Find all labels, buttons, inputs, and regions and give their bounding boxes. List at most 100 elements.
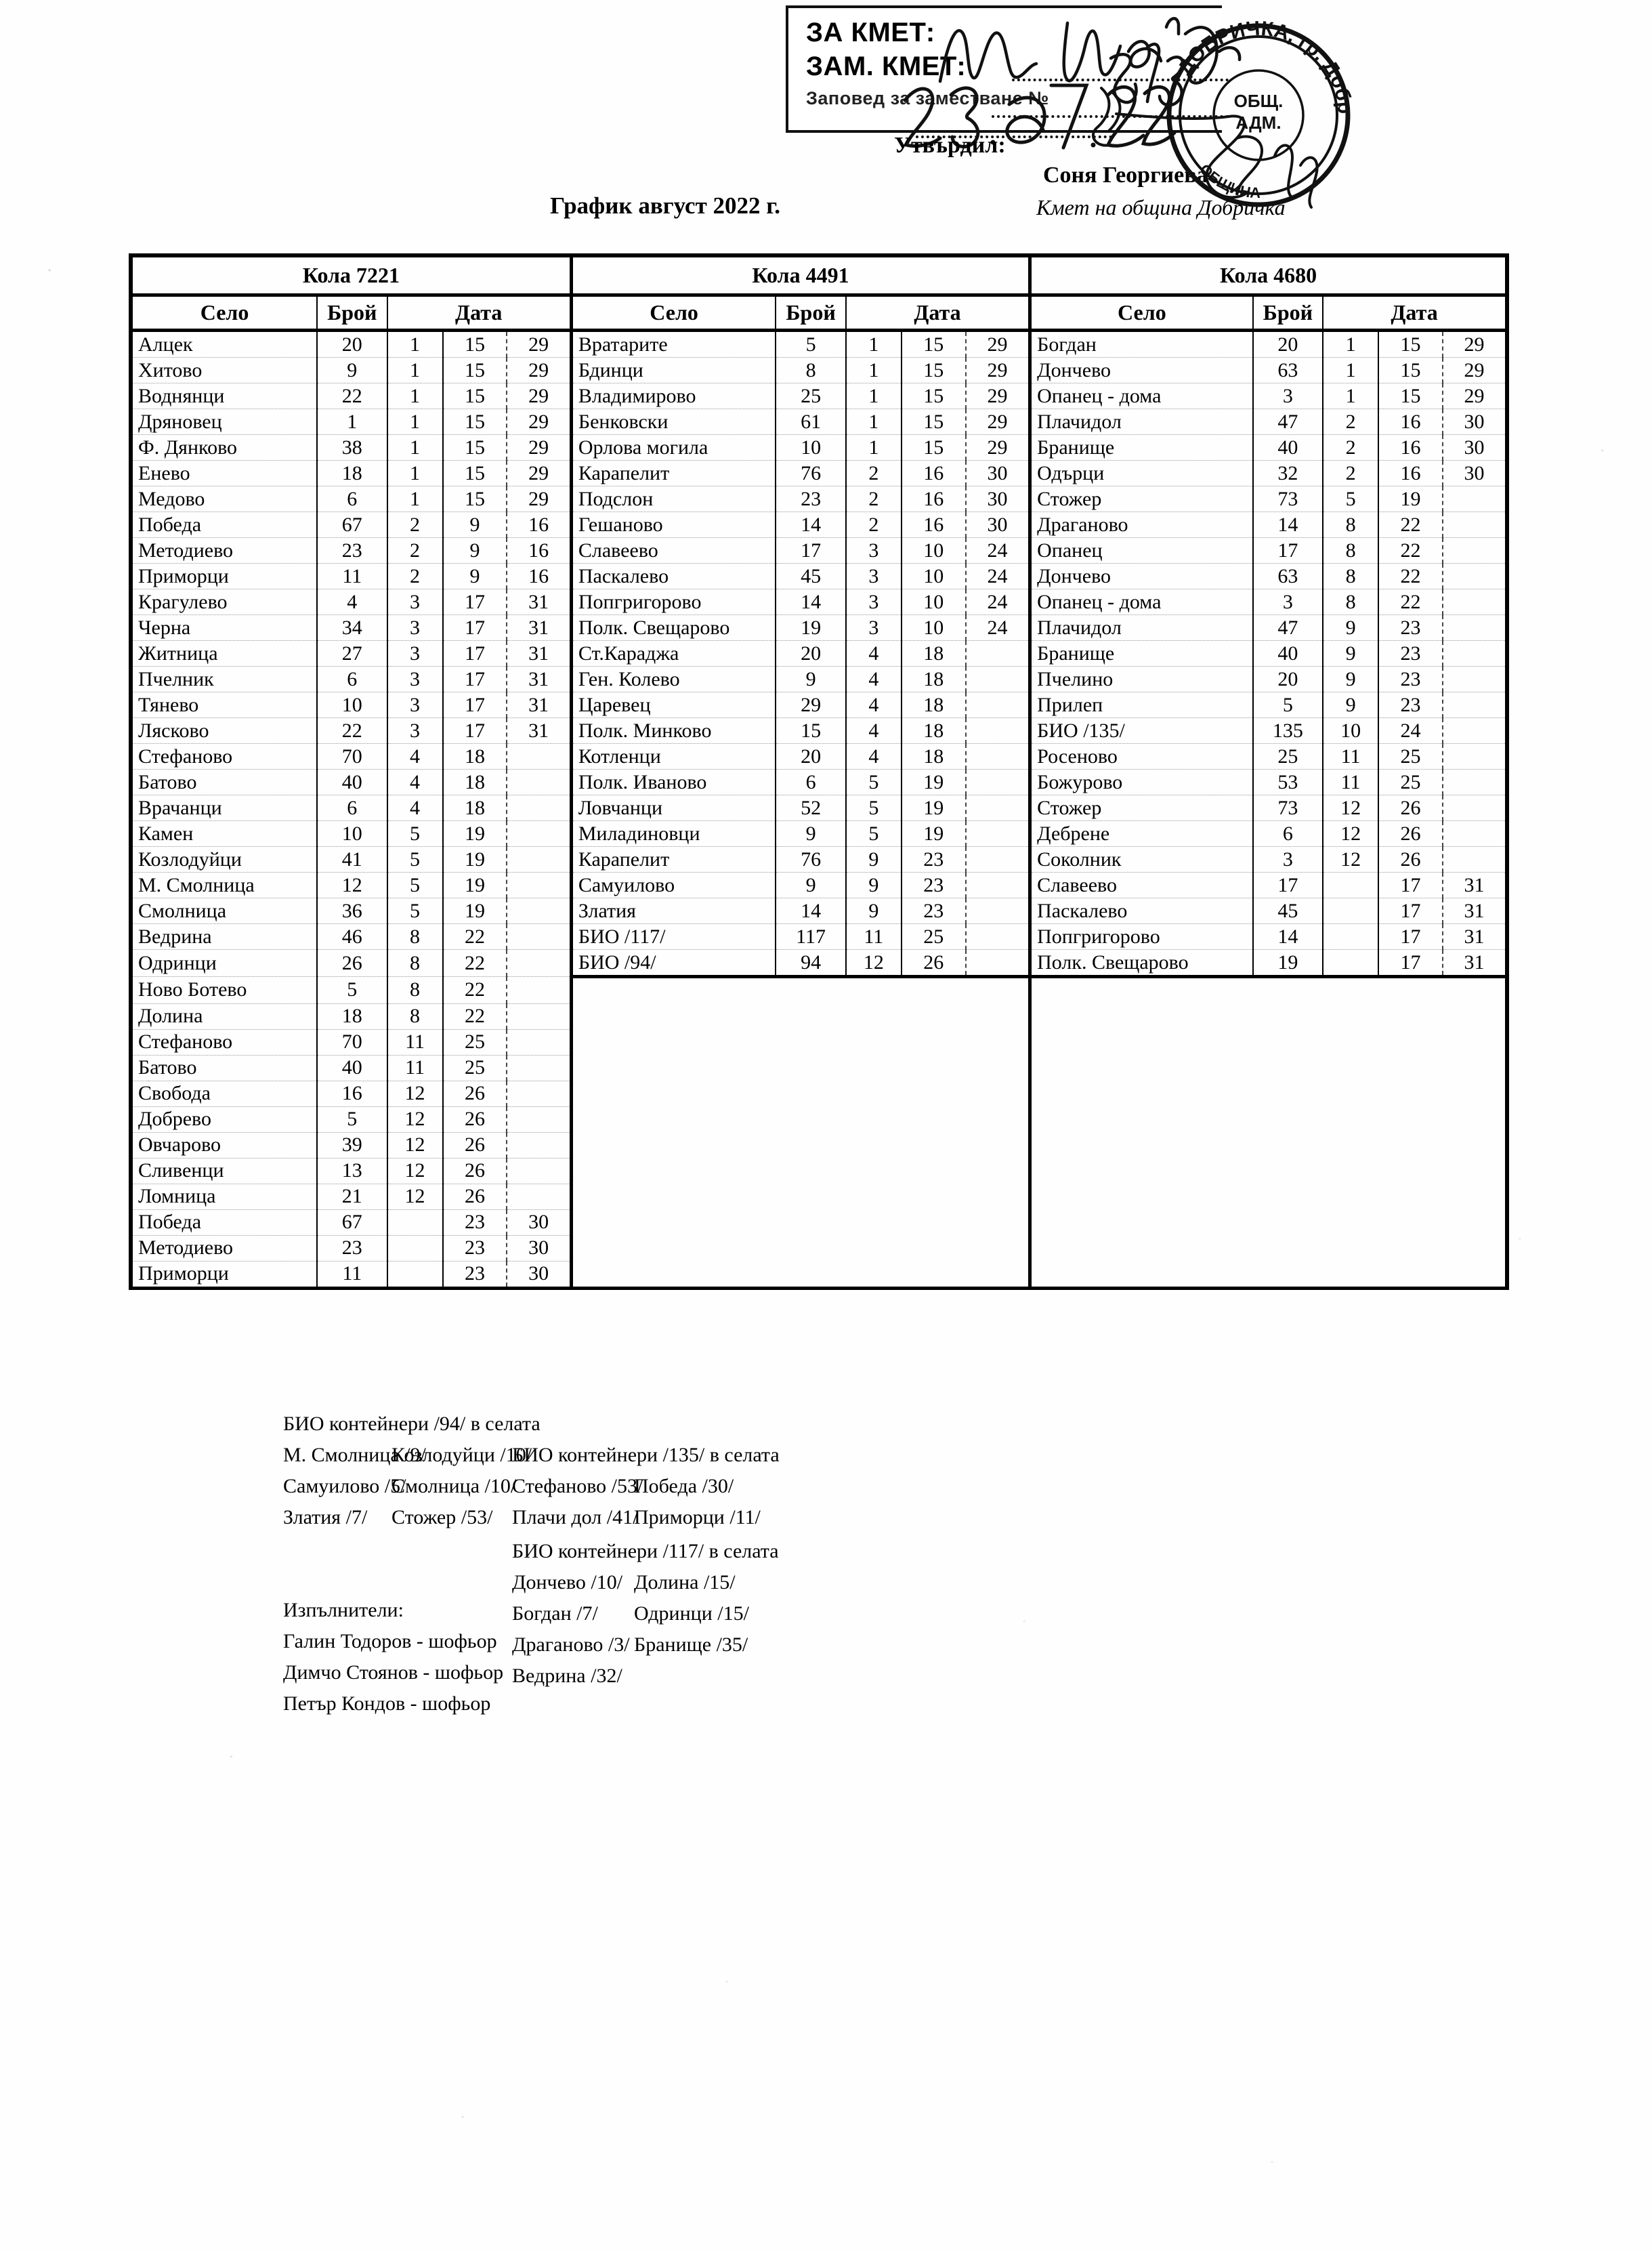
cell-date-3: 24 xyxy=(965,563,1030,589)
table-row: Свобода 16 12 26 xyxy=(128,1081,1509,1107)
cell-empty xyxy=(1253,1106,1323,1132)
cell-empty xyxy=(569,1209,776,1235)
cell-empty xyxy=(1378,1132,1443,1158)
cell-date-3: 31 xyxy=(506,666,572,692)
cell-date-3: 29 xyxy=(1442,383,1509,409)
cell-empty xyxy=(965,1261,1030,1290)
table-row: Приморци 11 23 30 xyxy=(128,1261,1509,1290)
cell-empty xyxy=(1443,1029,1509,1055)
table-row: Победа 67 23 30 xyxy=(128,1209,1509,1236)
table-row: Козлодуйци 41 5 19 Карапелит 76 9 23 Соколник 3 12… xyxy=(128,846,1509,873)
cell-broy: 3 xyxy=(1252,383,1323,409)
cell-selo: Дебрене xyxy=(1028,820,1253,847)
cell-selo: Славеево xyxy=(569,537,776,564)
cell-broy: 46 xyxy=(316,923,387,950)
col-header-selo-3: Село xyxy=(1028,295,1253,332)
cell-selo: Методиево xyxy=(128,537,318,564)
cell-broy: 6 xyxy=(316,486,387,512)
table-row: Батово 40 11 25 xyxy=(128,1055,1509,1081)
cell-date-2: 26 xyxy=(442,1106,507,1133)
cell-date-3 xyxy=(506,949,572,977)
cell-date-3: 29 xyxy=(965,383,1030,409)
cell-date-3 xyxy=(965,898,1030,924)
cell-selo: Алцек xyxy=(128,330,318,358)
za-kmet-label: ЗА КМЕТ: xyxy=(806,18,935,47)
cell-date-2: 18 xyxy=(442,795,507,821)
cell-date-3: 30 xyxy=(506,1261,572,1290)
cell-date-3 xyxy=(965,666,1030,692)
cell-broy: 9 xyxy=(316,357,387,383)
cell-date-1: 12 xyxy=(845,949,902,978)
cell-date-1: 2 xyxy=(1322,460,1379,486)
cell-date-2: 22 xyxy=(1378,563,1443,589)
cell-broy: 61 xyxy=(775,409,846,435)
cell-empty xyxy=(1323,1235,1378,1261)
cell-date-2: 23 xyxy=(900,846,966,873)
bio117-item-2: Богдан /7/ xyxy=(512,1602,598,1625)
cell-date-2: 22 xyxy=(1378,537,1443,564)
cell-broy: 17 xyxy=(1252,872,1323,898)
cell-date-1: 4 xyxy=(845,692,902,718)
cell-broy: 63 xyxy=(1252,563,1323,589)
cell-broy: 9 xyxy=(775,820,846,847)
cell-date-3 xyxy=(506,743,572,770)
executor-0: Галин Тодоров - шофьор xyxy=(283,1630,497,1652)
cell-empty xyxy=(902,1003,966,1029)
cell-date-2: 16 xyxy=(1378,460,1443,486)
cell-selo: Стожер xyxy=(1028,486,1253,512)
cell-empty xyxy=(569,1235,776,1261)
cell-empty xyxy=(1028,1132,1253,1158)
cell-selo: Батово xyxy=(128,1055,318,1081)
cell-empty xyxy=(1378,1029,1443,1055)
cell-date-1: 1 xyxy=(386,409,443,435)
cell-broy: 70 xyxy=(316,743,387,770)
cell-empty xyxy=(1253,1029,1323,1055)
column-header-row: Село Брой Дата Село Брой Дата Село Брой … xyxy=(128,295,1509,332)
cell-date-3: 30 xyxy=(965,512,1030,538)
cell-date-2: 23 xyxy=(1378,692,1443,718)
cell-empty xyxy=(1028,1158,1253,1184)
cell-date-3 xyxy=(965,923,1030,950)
cell-date-3: 29 xyxy=(506,409,572,435)
cell-selo: Богдан xyxy=(1028,330,1253,358)
cell-selo: Царевец xyxy=(569,692,776,718)
cell-date-1: 1 xyxy=(1322,357,1379,383)
cell-empty xyxy=(902,1235,966,1261)
cell-date-2: 19 xyxy=(900,769,966,795)
cell-date-1: 2 xyxy=(386,563,443,589)
cell-broy: 11 xyxy=(316,1261,387,1290)
cell-date-3 xyxy=(506,898,572,924)
cell-date-2: 10 xyxy=(900,614,966,641)
cell-date-3: 31 xyxy=(506,692,572,718)
cell-broy: 6 xyxy=(1252,820,1323,847)
order-number-label: Заповед за заместване № xyxy=(806,88,1049,108)
cell-date-2: 22 xyxy=(442,1003,507,1030)
cell-broy: 20 xyxy=(1252,330,1323,358)
cell-date-3 xyxy=(506,976,572,1004)
cell-broy: 70 xyxy=(316,1029,387,1056)
cell-selo: Самуилово xyxy=(569,872,776,898)
car-title-4680: Кола 4680 xyxy=(1028,257,1510,297)
cell-empty xyxy=(776,1184,846,1209)
cell-selo: М. Смолница xyxy=(128,872,318,898)
cell-broy: 47 xyxy=(1252,614,1323,641)
cell-date-1: 8 xyxy=(386,923,443,950)
cell-date-3 xyxy=(1442,692,1509,718)
cell-date-2: 16 xyxy=(900,512,966,538)
cell-date-2: 17 xyxy=(442,589,507,615)
cell-empty xyxy=(966,1029,1030,1055)
col-header-selo-1: Село xyxy=(128,295,318,332)
cell-date-1: 3 xyxy=(386,640,443,667)
cell-empty xyxy=(846,1029,902,1055)
cell-broy: 47 xyxy=(1252,409,1323,435)
bio117-item-4: Драганово /3/ xyxy=(512,1633,630,1656)
cell-broy: 5 xyxy=(775,330,846,358)
cell-date-1: 8 xyxy=(386,949,443,977)
cell-empty xyxy=(846,1209,902,1235)
cell-date-3 xyxy=(1442,486,1509,512)
cell-empty xyxy=(1253,1184,1323,1209)
cell-selo: Драганово xyxy=(1028,512,1253,538)
cell-empty xyxy=(569,1081,776,1106)
cell-empty xyxy=(1443,1209,1509,1235)
cell-broy: 16 xyxy=(316,1081,387,1107)
